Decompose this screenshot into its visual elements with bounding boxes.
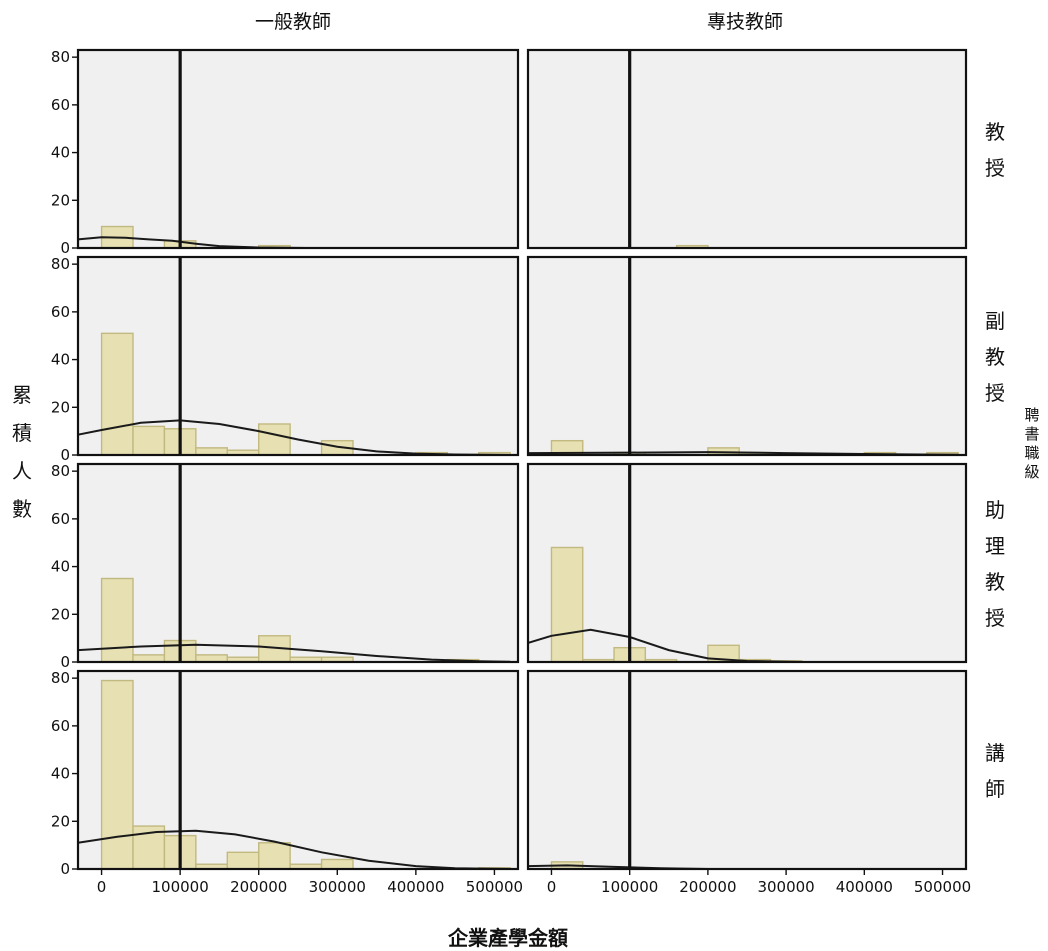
x-tick-label: 0: [547, 878, 557, 896]
y-tick-label: 60: [51, 510, 70, 528]
y-tick-label: 20: [51, 398, 70, 416]
y-tick-label: 0: [60, 653, 70, 671]
y-tick-label: 60: [51, 303, 70, 321]
row-label: 助理教授: [985, 498, 1005, 630]
x-tick-label: 100000: [601, 878, 658, 896]
panel-border: [526, 669, 968, 871]
y-tick-label: 80: [51, 669, 70, 687]
x-tick-label: 200000: [230, 878, 287, 896]
panel-background: [528, 671, 966, 869]
x-tick-label: 100000: [152, 878, 209, 896]
panel-background: [528, 257, 966, 455]
y-tick-label: 0: [60, 239, 70, 257]
panel-border: [76, 255, 520, 457]
y-tick-label: 40: [51, 144, 70, 162]
y-tick-label: 20: [51, 812, 70, 830]
panel-border: [526, 255, 968, 457]
panel-background: [78, 50, 518, 248]
column-title-general: 一般教師: [255, 11, 331, 33]
y-tick-label: 80: [51, 255, 70, 273]
y-tick-label: 40: [51, 765, 70, 783]
panel-border: [526, 462, 968, 664]
normal-curve-line: [527, 628, 802, 663]
x-tick-label: 300000: [309, 878, 366, 896]
row-label: 講師: [985, 741, 1005, 801]
y-tick-label: 40: [51, 558, 70, 576]
panel-border: [76, 462, 520, 664]
row-variable-title-text: 聘書職級: [1024, 406, 1039, 481]
histogram-bar: [132, 825, 166, 870]
panel-background: [78, 464, 518, 662]
y-tick-label: 80: [51, 462, 70, 480]
panel-border: [76, 669, 520, 871]
histogram-bar: [258, 423, 291, 456]
y-tick-label: 60: [51, 717, 70, 735]
y-tick-label: 60: [51, 96, 70, 114]
facet-panel: 0 20 40 60 80 0 100000 200000 300000 400000 500000: [51, 669, 523, 896]
facet-panel: [526, 48, 968, 250]
panel-background: [528, 464, 966, 662]
x-axis-title: 企業產學金額: [447, 926, 568, 950]
y-tick-label: 80: [51, 48, 70, 66]
column-title-professional: 專技教師: [707, 11, 783, 33]
histogram-bar: [258, 842, 291, 870]
row-label: 副教授: [985, 309, 1005, 405]
facet-panel: 0 20 40 60 80: [51, 255, 520, 464]
y-tick-label: 20: [51, 191, 70, 209]
y-tick-label: 20: [51, 605, 70, 623]
x-tick-label: 400000: [387, 878, 444, 896]
facet-panel: [526, 255, 968, 457]
panel-border: [526, 48, 968, 250]
y-tick-label: 0: [60, 860, 70, 878]
row-label: 教授: [985, 120, 1005, 180]
panel-border: [76, 48, 520, 250]
facet-panel: [526, 462, 968, 664]
x-tick-label: 500000: [466, 878, 523, 896]
facet-panel: 0 20 40 60 80: [51, 48, 520, 257]
panel-background: [78, 257, 518, 455]
histogram-bar: [100, 332, 134, 456]
histogram-bar: [550, 546, 584, 663]
y-axis-title: 累積人數: [12, 383, 32, 521]
normal-curve-line: [77, 829, 511, 870]
x-tick-label: 300000: [757, 878, 814, 896]
histogram-bar: [100, 679, 134, 870]
normal-curve-line: [77, 419, 511, 456]
x-tick-label: 0: [97, 878, 107, 896]
panel-background: [528, 50, 966, 248]
facet-panel: 0 20 40 60 80: [51, 462, 520, 671]
histogram-bar: [132, 425, 166, 456]
x-tick-label: 200000: [679, 878, 736, 896]
histogram-bar: [320, 858, 354, 870]
y-tick-label: 0: [60, 446, 70, 464]
x-tick-label: 500000: [914, 878, 971, 896]
row-variable-title: 聘書職級: [1024, 406, 1039, 481]
y-axis-title-text: 累積人數: [12, 383, 32, 521]
y-tick-label: 40: [51, 351, 70, 369]
histogram-bar: [226, 851, 260, 870]
facet-panel: 0 100000 200000 300000 400000 500000: [526, 669, 971, 896]
x-tick-label: 400000: [836, 878, 893, 896]
normal-curve-line: [77, 643, 511, 663]
